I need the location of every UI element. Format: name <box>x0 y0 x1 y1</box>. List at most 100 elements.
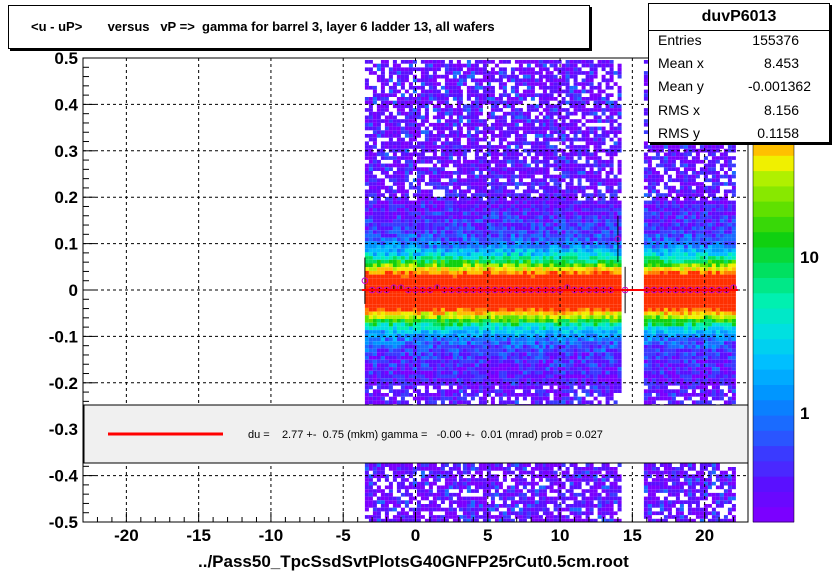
heatmap-cell <box>490 89 495 94</box>
heatmap-cell <box>388 341 393 345</box>
heatmap-cell <box>530 93 535 97</box>
heatmap-cell <box>396 300 401 305</box>
heatmap-cell <box>392 104 397 109</box>
heatmap-cell <box>428 63 433 68</box>
heatmap-cell <box>432 348 437 353</box>
heatmap-cell <box>526 267 531 271</box>
heatmap-cell <box>530 474 535 479</box>
heatmap-cell <box>396 226 401 231</box>
heatmap-cell <box>542 200 547 205</box>
heatmap-cell <box>380 148 385 153</box>
heatmap-cell <box>534 148 539 153</box>
heatmap-cell <box>502 267 507 271</box>
heatmap-cell <box>436 230 441 234</box>
heatmap-cell <box>522 134 527 138</box>
heatmap-cell <box>428 304 433 308</box>
heatmap-cell <box>534 515 539 519</box>
heatmap-cell <box>494 267 499 271</box>
heatmap-cell <box>494 344 499 349</box>
heatmap-cell <box>470 196 475 201</box>
heatmap-cell <box>380 496 385 501</box>
heatmap-cell <box>416 226 421 231</box>
heatmap-cell <box>428 171 433 175</box>
heatmap-cell <box>498 74 503 79</box>
heatmap-cell <box>538 222 543 227</box>
heatmap-cell <box>424 233 429 238</box>
heatmap-cell <box>526 222 531 227</box>
heatmap-cell <box>368 215 373 220</box>
heatmap-cell <box>424 82 429 86</box>
heatmap-cell <box>440 400 445 405</box>
heatmap-cell <box>458 289 463 294</box>
heatmap-cell <box>474 115 479 120</box>
heatmap-cell <box>452 222 457 227</box>
heatmap-cell <box>538 467 543 471</box>
heatmap-cell <box>466 478 471 482</box>
heatmap-cell <box>404 307 409 312</box>
heatmap-cell <box>416 326 421 331</box>
heatmap-cell <box>530 319 535 323</box>
heatmap-cell <box>522 137 527 142</box>
heatmap-cell <box>470 278 475 282</box>
heatmap-cell <box>392 330 397 334</box>
heatmap-cell <box>384 330 389 334</box>
heatmap-cell <box>380 500 385 504</box>
heatmap-cell <box>420 330 425 334</box>
heatmap-cell <box>384 507 389 512</box>
heatmap-cell <box>486 196 491 201</box>
heatmap-cell <box>372 396 377 401</box>
heatmap-cell <box>486 208 491 212</box>
heatmap-cell <box>392 367 397 371</box>
heatmap-cell <box>490 341 495 345</box>
heatmap-cell <box>432 145 437 149</box>
heatmap-cell <box>388 367 393 371</box>
heatmap-cell <box>522 282 527 286</box>
heatmap-cell <box>506 233 511 238</box>
heatmap-cell <box>412 467 417 471</box>
heatmap-cell <box>400 363 405 368</box>
heatmap-cell <box>530 222 535 227</box>
heatmap-cell <box>502 60 507 64</box>
heatmap-cell <box>518 63 523 68</box>
heatmap-cell <box>372 507 377 512</box>
heatmap-cell <box>474 496 479 501</box>
heatmap-cell <box>392 296 397 301</box>
heatmap-cell <box>494 359 499 364</box>
heatmap-cell <box>440 208 445 212</box>
heatmap-cell <box>384 496 389 501</box>
heatmap-cell <box>444 152 449 157</box>
heatmap-cell <box>412 481 417 486</box>
heatmap-cell <box>458 400 463 405</box>
heatmap-cell <box>396 293 401 297</box>
heatmap-cell <box>408 267 413 271</box>
heatmap-cell <box>440 85 445 90</box>
heatmap-cell <box>364 359 369 364</box>
heatmap-cell <box>482 263 487 268</box>
heatmap-cell <box>368 137 373 142</box>
heatmap-cell <box>380 396 385 401</box>
heatmap-cell <box>458 504 463 508</box>
heatmap-cell <box>514 208 519 212</box>
heatmap-cell <box>490 104 495 109</box>
heatmap-cell <box>376 259 381 264</box>
heatmap-cell <box>490 189 495 194</box>
heatmap-cell <box>534 296 539 301</box>
heatmap-cell <box>466 63 471 68</box>
heatmap-cell <box>412 496 417 501</box>
heatmap-cell <box>440 163 445 168</box>
heatmap-cell <box>452 378 457 382</box>
heatmap-cell <box>538 492 543 497</box>
heatmap-cell <box>368 485 373 490</box>
heatmap-cell <box>506 311 511 316</box>
heatmap-cell <box>412 204 417 208</box>
heatmap-cell <box>498 119 503 123</box>
heatmap-cell <box>412 518 417 523</box>
heatmap-cell <box>416 115 421 120</box>
heatmap-cell <box>380 267 385 271</box>
heatmap-cell <box>368 230 373 234</box>
heatmap-cell <box>518 134 523 138</box>
heatmap-cell <box>396 289 401 294</box>
heatmap-cell <box>478 296 483 301</box>
heatmap-cell <box>440 241 445 245</box>
heatmap-cell <box>518 467 523 471</box>
